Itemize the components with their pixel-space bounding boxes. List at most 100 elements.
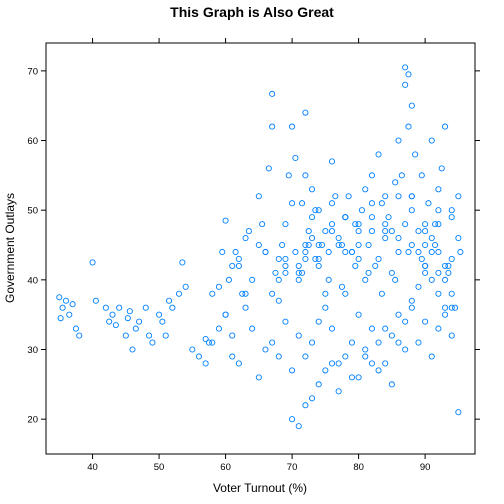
data-point — [408, 297, 415, 304]
data-point — [328, 200, 336, 207]
data-point — [355, 311, 362, 318]
data-point — [315, 207, 322, 214]
data-point — [229, 353, 236, 360]
data-point — [275, 353, 282, 360]
data-point — [302, 241, 309, 249]
data-point — [448, 290, 455, 297]
data-point — [435, 269, 442, 276]
data-point — [348, 339, 356, 346]
data-point — [259, 221, 266, 228]
data-point — [72, 325, 79, 332]
data-point — [422, 269, 429, 276]
data-point — [162, 332, 169, 339]
data-point — [275, 255, 282, 262]
data-point — [428, 248, 435, 256]
data-point — [302, 402, 309, 409]
data-point — [315, 318, 322, 325]
data-point — [325, 276, 332, 283]
data-point — [415, 339, 422, 346]
data-point — [432, 241, 439, 249]
data-point — [215, 325, 222, 332]
data-point — [142, 304, 149, 311]
data-point — [335, 360, 342, 367]
data-point — [388, 269, 395, 276]
data-point — [302, 353, 309, 360]
data-point — [308, 339, 316, 346]
data-point — [312, 255, 319, 262]
data-point — [109, 311, 116, 318]
x-axis: 40 50 60 70 80 90 — [87, 38, 430, 473]
data-point — [368, 360, 375, 367]
data-point — [269, 123, 276, 130]
data-point — [348, 248, 356, 256]
data-point — [315, 381, 322, 388]
data-point — [308, 235, 316, 242]
data-point — [262, 248, 269, 256]
data-point — [382, 193, 389, 200]
data-point — [235, 255, 242, 262]
data-point — [299, 200, 306, 207]
data-point — [295, 262, 302, 269]
data-point — [448, 304, 455, 311]
data-point — [205, 339, 213, 346]
data-point — [382, 221, 389, 228]
data-point — [289, 123, 296, 130]
data-point — [282, 255, 289, 262]
data-point — [372, 262, 379, 269]
data-point — [422, 241, 429, 249]
data-point — [355, 241, 362, 249]
data-point — [126, 308, 133, 315]
data-point — [272, 269, 279, 276]
data-point — [328, 221, 336, 228]
data-point — [375, 339, 382, 346]
data-point — [382, 235, 389, 242]
data-point — [235, 360, 242, 367]
x-tick-label: 80 — [353, 462, 364, 473]
data-point — [209, 339, 216, 346]
data-point — [295, 269, 302, 276]
data-point — [59, 304, 66, 311]
data-point — [202, 360, 209, 367]
data-point — [448, 332, 455, 339]
data-point — [415, 248, 422, 256]
data-point — [375, 367, 382, 374]
data-point — [315, 262, 322, 269]
data-point — [116, 304, 123, 311]
data-point — [362, 186, 369, 193]
data-point — [435, 248, 442, 256]
data-point — [295, 423, 302, 430]
data-point — [382, 360, 389, 367]
data-point — [335, 388, 342, 395]
data-point — [358, 207, 365, 214]
data-point — [445, 262, 452, 269]
data-point — [428, 235, 435, 242]
data-points — [56, 64, 464, 430]
data-point — [282, 221, 289, 228]
data-point — [455, 193, 462, 200]
data-point — [398, 172, 405, 179]
data-point — [57, 315, 64, 322]
data-point — [338, 283, 346, 290]
data-point — [405, 248, 412, 256]
data-point — [62, 297, 70, 304]
data-point — [124, 315, 131, 322]
data-point — [305, 241, 312, 249]
data-point — [255, 193, 262, 200]
data-point — [422, 221, 429, 228]
data-point — [392, 276, 399, 283]
data-point — [102, 304, 109, 311]
data-point — [457, 248, 464, 256]
data-point — [442, 262, 449, 269]
data-point — [229, 332, 236, 339]
data-point — [422, 228, 429, 235]
data-point — [388, 332, 395, 339]
data-point — [442, 276, 449, 283]
data-point — [229, 262, 236, 269]
y-tick-label: 30 — [27, 345, 38, 356]
data-point — [442, 123, 449, 130]
data-point — [412, 151, 419, 158]
data-point — [282, 262, 289, 269]
data-point — [342, 290, 349, 297]
data-point — [368, 228, 375, 235]
data-point — [455, 409, 462, 416]
